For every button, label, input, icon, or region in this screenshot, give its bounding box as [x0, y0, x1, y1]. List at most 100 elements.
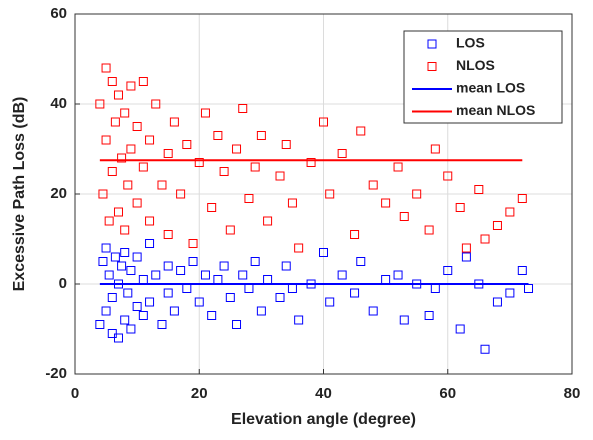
- scatter-point: [95, 99, 105, 109]
- scatter-point: [163, 230, 173, 239]
- legend-label: mean NLOS: [456, 102, 535, 118]
- x-tick-label: 0: [71, 385, 79, 402]
- scatter-point: [95, 320, 105, 329]
- scatter-point: [107, 293, 117, 302]
- scatter-point: [505, 288, 515, 298]
- legend-label: NLOS: [456, 57, 495, 73]
- scatter-point: [123, 180, 133, 190]
- scatter-point: [188, 257, 198, 266]
- scatter-point: [113, 333, 123, 343]
- scatter-point: [225, 293, 235, 302]
- scatter-point: [163, 261, 173, 271]
- legend-marker: [427, 62, 437, 71]
- scatter-point: [294, 243, 304, 253]
- x-tick-label: 40: [315, 385, 332, 402]
- scatter-point: [107, 77, 117, 86]
- scatter-point: [126, 324, 136, 334]
- scatter-point: [126, 266, 136, 275]
- scatter-point: [319, 248, 328, 257]
- scatter-point: [325, 189, 335, 199]
- scatter-point: [123, 288, 133, 298]
- scatter-point: [232, 144, 242, 154]
- scatter-point: [492, 221, 502, 230]
- scatter-point: [110, 117, 120, 127]
- scatter-point: [200, 270, 210, 280]
- scatter-point: [381, 198, 391, 208]
- scatter-point: [145, 135, 155, 145]
- scatter-point: [368, 180, 378, 190]
- x-tick-label: 20: [191, 385, 208, 402]
- scatter-point: [455, 324, 465, 334]
- scatter-point: [120, 248, 130, 257]
- scatter-point: [207, 203, 217, 212]
- scatter-point: [319, 117, 328, 127]
- scatter-point: [163, 288, 173, 298]
- scatter-point: [505, 207, 515, 217]
- scatter-point: [399, 315, 409, 325]
- scatter-point: [120, 225, 130, 235]
- scatter-point: [480, 234, 490, 244]
- scatter-point: [250, 257, 260, 266]
- scatter-point: [120, 315, 130, 325]
- legend-label: mean LOS: [456, 80, 525, 96]
- scatter-point: [145, 239, 155, 248]
- y-tick-label: -20: [45, 365, 67, 382]
- scatter-point: [219, 167, 229, 176]
- x-tick-label: 60: [439, 385, 456, 402]
- scatter-point: [517, 194, 527, 203]
- legend-box: [403, 30, 563, 124]
- scatter-point: [104, 270, 114, 280]
- scatter-point: [393, 270, 403, 280]
- scatter-point: [275, 293, 285, 302]
- scatter-point: [157, 180, 167, 190]
- scatter-point: [145, 216, 155, 226]
- scatter-point: [430, 144, 440, 154]
- scatter-point: [232, 320, 242, 329]
- scatter-point: [356, 257, 366, 266]
- scatter-point: [104, 216, 114, 226]
- scatter-point: [424, 225, 434, 235]
- scatter-point: [256, 131, 266, 140]
- scatter-point: [337, 149, 347, 158]
- legend-label: LOS: [456, 35, 485, 51]
- scatter-point: [194, 297, 204, 307]
- scatter-point: [113, 207, 123, 217]
- scatter-point: [474, 185, 484, 194]
- scatter-point: [517, 266, 527, 275]
- scatter-point: [98, 257, 108, 266]
- scatter-point: [138, 311, 148, 320]
- scatter-point: [399, 212, 409, 221]
- scatter-point: [182, 140, 192, 149]
- scatter-point: [238, 104, 248, 113]
- scatter-point: [461, 243, 471, 253]
- scatter-point: [294, 315, 304, 325]
- scatter-point: [443, 171, 453, 181]
- scatter-point: [101, 306, 111, 316]
- scatter-point: [350, 288, 360, 298]
- scatter-point: [325, 297, 335, 307]
- x-axis-label: Elevation angle (degree): [231, 411, 416, 428]
- scatter-point: [492, 297, 502, 307]
- scatter-point: [169, 306, 179, 316]
- scatter-point: [219, 261, 229, 271]
- scatter-point: [151, 270, 161, 280]
- scatter-point: [250, 162, 260, 172]
- scatter-point: [368, 306, 378, 316]
- scatter-point: [145, 297, 155, 307]
- scatter-point: [256, 306, 266, 316]
- scatter-point: [138, 162, 148, 172]
- y-axis-label: Excessive Path Loss (dB): [11, 97, 28, 292]
- scatter-point: [225, 225, 235, 235]
- scatter-point: [126, 81, 136, 91]
- scatter-point: [424, 311, 434, 320]
- scatter-point: [287, 198, 297, 208]
- scatter-point: [101, 63, 111, 73]
- scatter-point: [263, 216, 273, 226]
- scatter-point: [176, 266, 186, 275]
- scatter-point: [169, 117, 179, 127]
- scatter-point: [281, 261, 291, 271]
- scatter-point: [132, 122, 142, 131]
- plot-frame: [74, 13, 573, 375]
- y-tick-label: 20: [50, 185, 67, 202]
